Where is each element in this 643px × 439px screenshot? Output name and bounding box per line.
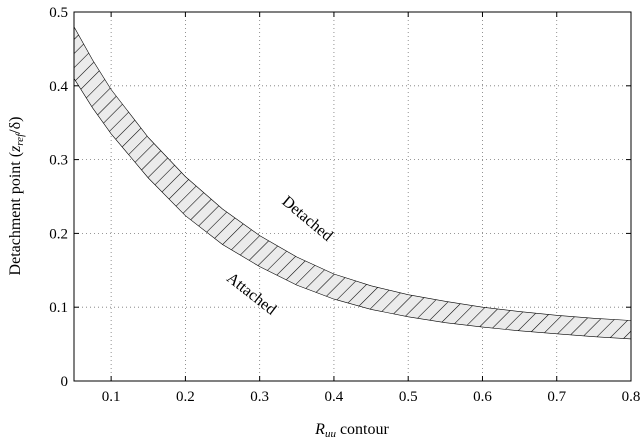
y-axis-title: Detachment point (zref/δ) (7, 117, 26, 276)
y-tick-label: 0.5 (49, 5, 68, 21)
annotation-attached: Attached (223, 270, 279, 319)
plot-frame (73, 11, 632, 382)
x-tick-label: 0.2 (176, 389, 195, 405)
y-tick-label: 0.3 (49, 153, 68, 169)
x-tick-label: 0.8 (622, 389, 641, 405)
y-tick-label: 0.1 (49, 300, 68, 316)
x-tick-label: 0.4 (325, 389, 344, 405)
y-tick-label: 0 (61, 374, 69, 390)
x-tick-label: 0.7 (547, 389, 566, 405)
y-tick-labels: 0 0.1 0.2 0.3 0.4 0.5 (49, 5, 68, 390)
annotation-detached: Detached (279, 193, 336, 245)
x-axis-title: Ruu contour (314, 421, 389, 439)
detachment-band (74, 26, 631, 340)
ticks (74, 11, 632, 382)
x-tick-labels: 0.1 0.2 0.3 0.4 0.5 0.6 0.7 0.8 (102, 389, 641, 405)
x-tick-label: 0.3 (250, 389, 269, 405)
x-tick-label: 0.5 (399, 389, 418, 405)
y-tick-label: 0.2 (49, 226, 68, 242)
y-tick-label: 0.4 (49, 79, 68, 95)
x-tick-label: 0.6 (473, 389, 492, 405)
x-tick-label: 0.1 (102, 389, 121, 405)
